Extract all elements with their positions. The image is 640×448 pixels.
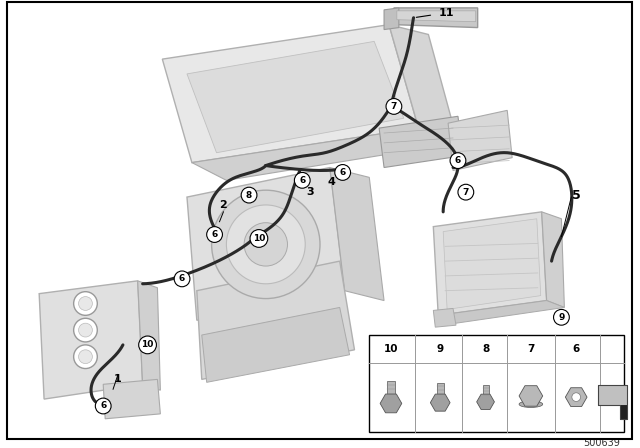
Polygon shape [202,307,349,382]
Text: 10: 10 [253,234,265,243]
Polygon shape [384,8,399,30]
Circle shape [74,292,97,315]
Circle shape [79,297,92,310]
Polygon shape [389,25,458,143]
Polygon shape [330,168,384,301]
Circle shape [241,187,257,203]
Circle shape [554,310,570,325]
Text: 7: 7 [527,344,534,354]
Bar [436,383,444,401]
Polygon shape [443,219,541,310]
Text: 6: 6 [299,176,305,185]
Polygon shape [448,110,512,171]
Circle shape [386,99,402,114]
Polygon shape [379,116,463,168]
Text: 9: 9 [436,344,444,354]
Circle shape [572,393,580,401]
Polygon shape [433,212,547,315]
Polygon shape [163,25,419,163]
Ellipse shape [519,401,543,408]
Text: 3: 3 [307,187,314,197]
Polygon shape [438,301,564,323]
Polygon shape [433,308,456,327]
Text: 6: 6 [100,401,106,410]
Text: 10: 10 [141,340,154,349]
Text: 9: 9 [558,313,564,322]
Polygon shape [598,385,627,405]
Circle shape [74,318,97,342]
Circle shape [458,184,474,200]
Text: 6: 6 [211,230,218,239]
Polygon shape [197,261,355,379]
Circle shape [95,398,111,414]
Text: 2: 2 [220,200,227,210]
Polygon shape [187,168,344,320]
Polygon shape [394,8,477,28]
Polygon shape [541,212,564,307]
Text: 11: 11 [438,8,454,18]
Text: 7: 7 [390,102,397,111]
Text: 8: 8 [482,344,489,354]
Circle shape [79,323,92,337]
Text: 500639: 500639 [584,439,621,448]
Text: 6: 6 [573,344,580,354]
Text: 6: 6 [340,168,346,177]
Circle shape [227,205,305,284]
Circle shape [207,227,223,242]
Bar [483,385,488,401]
Text: 6: 6 [179,274,185,284]
Polygon shape [39,281,143,399]
Polygon shape [620,405,627,419]
Text: 4: 4 [328,177,336,187]
Bar [387,381,395,402]
Polygon shape [103,379,161,419]
Circle shape [244,223,287,266]
Text: 8: 8 [246,190,252,200]
Circle shape [294,172,310,188]
Circle shape [450,153,466,168]
Circle shape [74,345,97,369]
Text: 7: 7 [463,188,469,197]
Polygon shape [192,128,458,181]
Polygon shape [187,41,404,153]
Bar [369,335,623,431]
Text: 1: 1 [114,375,122,384]
Polygon shape [397,11,476,22]
Text: 5: 5 [572,189,580,202]
Circle shape [79,350,92,364]
Circle shape [250,229,268,247]
Circle shape [139,336,156,354]
Circle shape [212,190,320,298]
Circle shape [335,164,351,181]
Circle shape [174,271,190,287]
Text: 10: 10 [384,344,398,354]
Text: 6: 6 [455,156,461,165]
Polygon shape [138,281,161,390]
